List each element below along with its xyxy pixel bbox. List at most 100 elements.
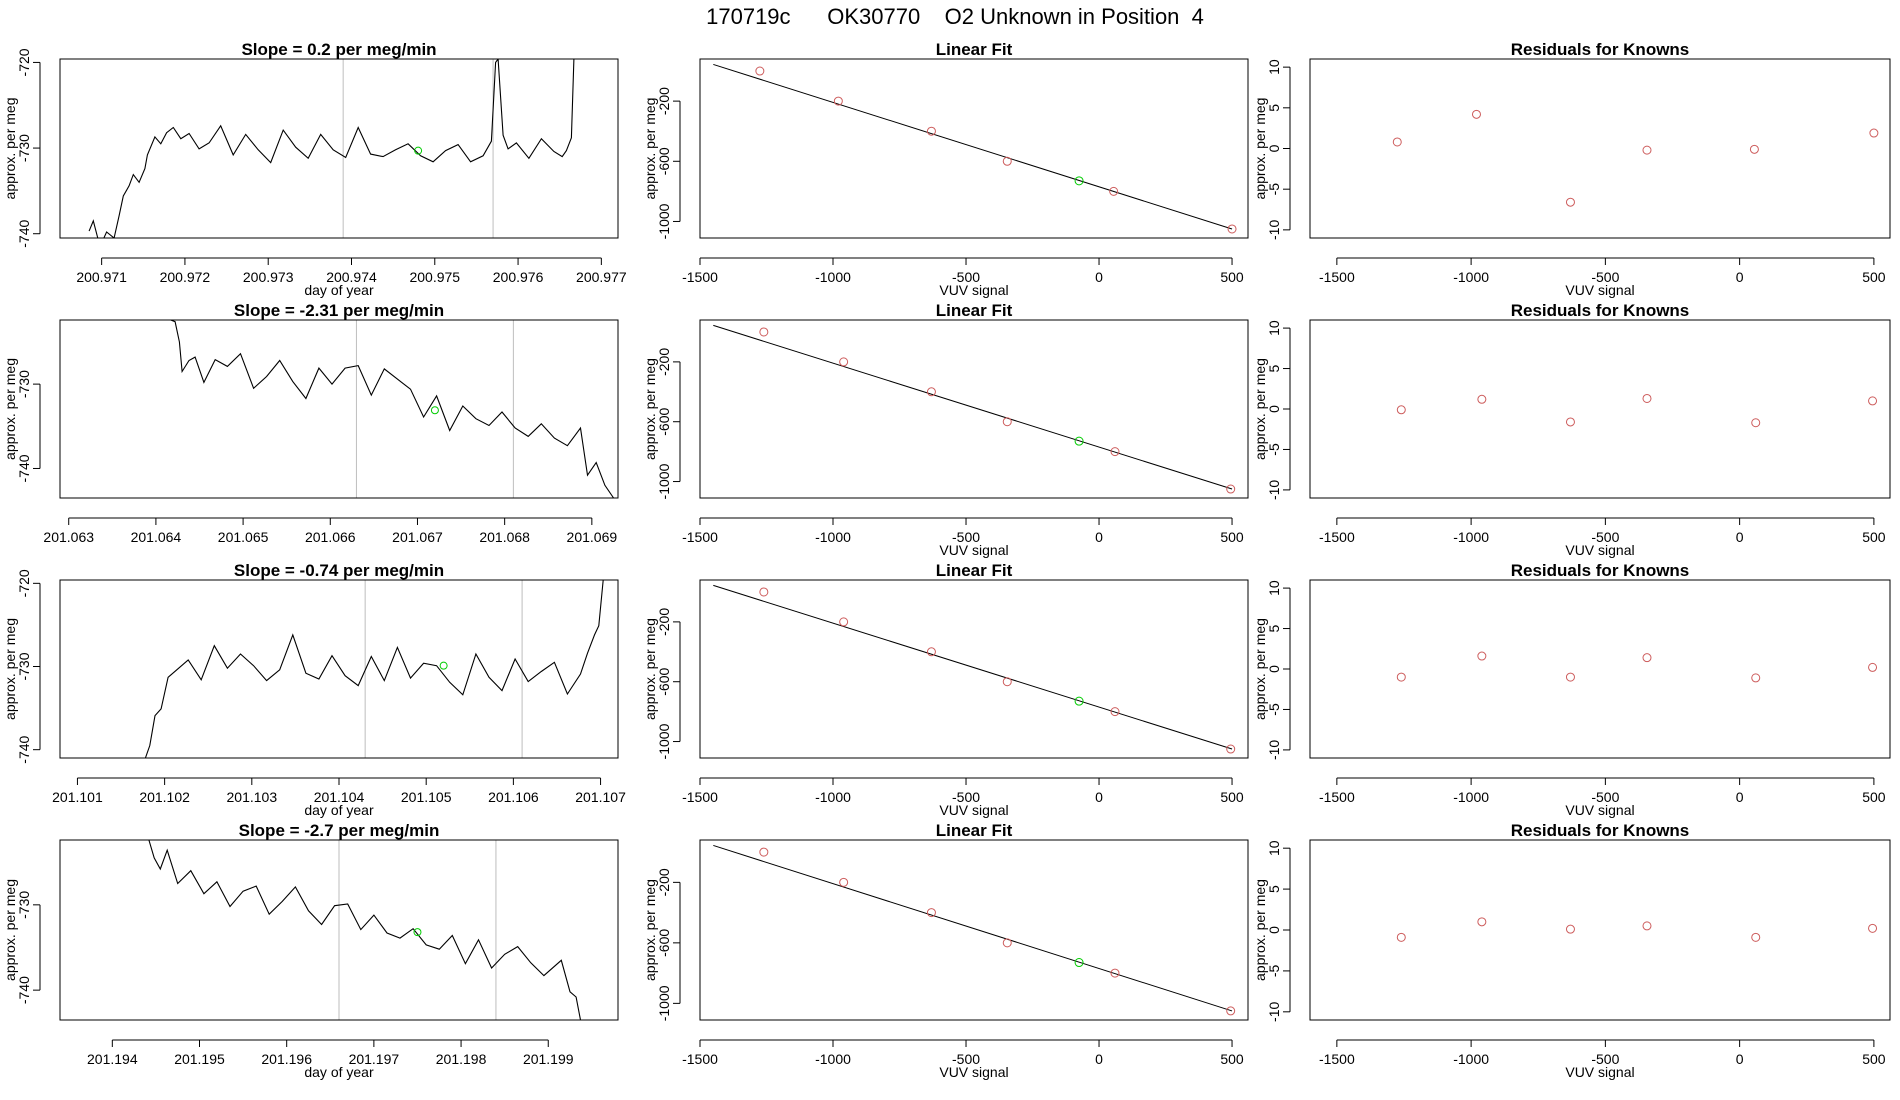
plot-area bbox=[1396, 393, 1878, 428]
panel-title: Residuals for Knowns bbox=[1511, 301, 1690, 320]
panel-title: Residuals for Knowns bbox=[1511, 561, 1690, 580]
x-axis-label: day of year bbox=[304, 802, 374, 818]
y-tick-label: -1000 bbox=[656, 723, 672, 759]
y-axis-label: approx. per meg bbox=[1252, 879, 1268, 981]
x-tick-label: 201.196 bbox=[261, 1051, 312, 1067]
panel-time-series: 201.063 201.064 201.065 201.066 201.067 201.0… bbox=[2, 301, 619, 545]
x-tick-label: -500 bbox=[952, 269, 980, 285]
known-standard-point bbox=[759, 587, 769, 597]
known-standard-point bbox=[759, 327, 769, 337]
panel-time-series: 200.971 200.972 200.973 200.974 200.975 200.9… bbox=[2, 40, 627, 298]
plot-area bbox=[713, 844, 1236, 1016]
y-tick-label: -730 bbox=[16, 134, 32, 162]
residual-point bbox=[1868, 662, 1878, 672]
y-tick-label: -600 bbox=[656, 147, 672, 175]
x-tick-label: 0 bbox=[1095, 529, 1103, 545]
panel-residuals: -1500 -1000 -500 0 500 VUV signal -10 -5 0 5 10 app… bbox=[1252, 821, 1891, 1080]
y-tick-label: -5 bbox=[1266, 964, 1282, 977]
known-standard-point bbox=[839, 877, 849, 887]
residual-point bbox=[1642, 393, 1652, 403]
y-tick-label: 5 bbox=[1266, 364, 1282, 372]
residual-point bbox=[1751, 418, 1761, 428]
known-standard-point bbox=[1226, 484, 1236, 494]
residual-point bbox=[1751, 932, 1761, 942]
x-axis-label: VUV signal bbox=[1565, 542, 1634, 558]
unknown-marker bbox=[430, 406, 439, 415]
y-tick-label: -740 bbox=[16, 219, 32, 247]
x-axis-label: VUV signal bbox=[939, 282, 1008, 298]
plot-area bbox=[144, 580, 604, 758]
plot-frame bbox=[59, 319, 619, 499]
panel-title: Linear Fit bbox=[936, 301, 1013, 320]
x-tick-label: 201.069 bbox=[567, 529, 618, 545]
x-tick-label: -500 bbox=[952, 1051, 980, 1067]
y-axis-label: approx. per meg bbox=[2, 879, 18, 981]
x-axis-label: day of year bbox=[304, 1064, 374, 1080]
x-tick-label: 201.104 bbox=[314, 789, 365, 805]
known-standard-point bbox=[926, 647, 936, 657]
x-tick-label: 200.977 bbox=[576, 269, 627, 285]
unknown-marker bbox=[439, 661, 448, 670]
x-tick-label: -500 bbox=[952, 789, 980, 805]
known-standard-point bbox=[755, 66, 765, 76]
residual-point bbox=[1868, 923, 1878, 933]
unknown-point bbox=[1074, 958, 1084, 968]
plot-frame bbox=[59, 839, 619, 1021]
known-standard-point bbox=[1110, 968, 1120, 978]
plot-frame bbox=[1309, 58, 1891, 239]
series-line bbox=[148, 840, 582, 1020]
plot-frame bbox=[1309, 839, 1891, 1021]
x-axis-label: day of year bbox=[304, 282, 374, 298]
x-tick-label: 0 bbox=[1095, 789, 1103, 805]
residual-point bbox=[1396, 405, 1406, 415]
known-standard-point bbox=[1002, 417, 1012, 427]
x-tick-label: 500 bbox=[1220, 529, 1244, 545]
y-tick-label: -200 bbox=[656, 87, 672, 115]
x-tick-label: 500 bbox=[1220, 1051, 1244, 1067]
y-tick-label: -600 bbox=[656, 407, 672, 435]
plot-frame bbox=[699, 839, 1249, 1021]
x-tick-label: -500 bbox=[1591, 789, 1619, 805]
x-tick-label: 201.063 bbox=[43, 529, 94, 545]
residual-point bbox=[1565, 417, 1575, 427]
residual-point bbox=[1477, 651, 1487, 661]
residual-point bbox=[1565, 197, 1575, 207]
plot-area bbox=[713, 63, 1237, 234]
panel-linear-fit: -1500 -1000 -500 0 500 VUV signal -200 -600 -100… bbox=[642, 821, 1249, 1080]
panel-residuals: -1500 -1000 -500 0 500 VUV signal -10 -5 0 5 10 app… bbox=[1252, 561, 1891, 818]
y-tick-label: -1000 bbox=[656, 203, 672, 239]
known-standard-point bbox=[926, 387, 936, 397]
x-tick-label: -1000 bbox=[1453, 529, 1489, 545]
x-tick-label: -1000 bbox=[815, 269, 851, 285]
x-tick-label: 500 bbox=[1862, 269, 1886, 285]
x-tick-label: 0 bbox=[1095, 269, 1103, 285]
x-tick-label: -1000 bbox=[815, 789, 851, 805]
plot-area bbox=[170, 320, 615, 498]
y-tick-label: 5 bbox=[1266, 885, 1282, 893]
x-tick-label: 0 bbox=[1736, 789, 1744, 805]
plot-frame bbox=[699, 579, 1249, 759]
panels: 200.971 200.972 200.973 200.974 200.975 200.9… bbox=[2, 40, 1891, 1080]
plot-area bbox=[1396, 651, 1878, 683]
plot-area bbox=[1392, 109, 1879, 207]
residual-point bbox=[1396, 672, 1406, 682]
y-tick-label: -600 bbox=[656, 929, 672, 957]
plot-area bbox=[713, 584, 1236, 754]
y-tick-label: -10 bbox=[1266, 740, 1282, 760]
y-tick-label: -10 bbox=[1266, 480, 1282, 500]
x-tick-label: 0 bbox=[1095, 1051, 1103, 1067]
known-standard-point bbox=[1002, 156, 1012, 166]
y-axis-label: approx. per meg bbox=[642, 358, 658, 460]
known-standard-point bbox=[839, 357, 849, 367]
x-tick-label: 201.195 bbox=[174, 1051, 225, 1067]
y-tick-label: -200 bbox=[656, 868, 672, 896]
known-standard-point bbox=[1002, 677, 1012, 687]
plot-frame bbox=[59, 579, 619, 759]
x-tick-label: -1500 bbox=[682, 269, 718, 285]
x-tick-label: 201.064 bbox=[131, 529, 182, 545]
residual-point bbox=[1751, 673, 1761, 683]
x-tick-label: 500 bbox=[1220, 269, 1244, 285]
x-tick-label: 200.976 bbox=[493, 269, 544, 285]
known-standard-point bbox=[1226, 744, 1236, 754]
y-axis-label: approx. per meg bbox=[1252, 358, 1268, 460]
